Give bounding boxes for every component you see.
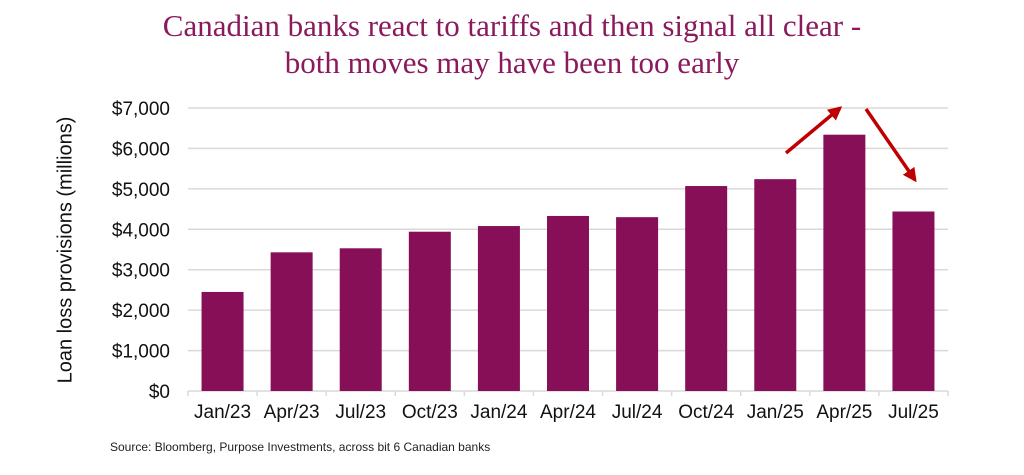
x-tick-label: Jan/23	[194, 402, 251, 423]
x-tick-label: Apr/24	[540, 402, 596, 423]
down-arrow-icon	[864, 108, 917, 183]
x-tick-label: Jul/24	[612, 402, 663, 423]
bar-Jan-25	[754, 179, 797, 391]
y-tick-label: $6,000	[112, 139, 170, 160]
y-tick-label: $5,000	[112, 180, 170, 201]
bar-Apr-23	[270, 252, 313, 391]
x-tick-label: Jul/25	[888, 402, 939, 423]
x-tick-label: Oct/23	[402, 402, 458, 423]
source-note: Source: Bloomberg, Purpose Investments, …	[110, 440, 491, 454]
bar-Oct-24	[685, 186, 728, 391]
y-tick-label: $2,000	[112, 301, 170, 322]
y-tick-label: $1,000	[112, 342, 170, 363]
x-tick-label: Jan/25	[747, 402, 804, 423]
y-tick-label: $7,000	[112, 99, 170, 120]
x-tick-label: Apr/23	[264, 402, 320, 423]
up-arrow-icon	[784, 106, 843, 155]
chart-title-line-1: Canadian banks react to tariffs and then…	[162, 8, 862, 43]
y-tick-label: $0	[149, 382, 170, 403]
x-tick-label: Jan/24	[470, 402, 527, 423]
y-tick-label: $4,000	[112, 220, 170, 241]
bar-Apr-25	[823, 134, 866, 391]
bar-Jan-23	[201, 291, 244, 391]
bar-Jul-23	[339, 248, 382, 391]
bar-Jan-24	[477, 226, 520, 391]
bar-Jul-24	[616, 217, 659, 391]
x-tick-label: Jul/23	[335, 402, 386, 423]
x-tick-label: Oct/24	[678, 402, 734, 423]
y-tick-label: $3,000	[112, 261, 170, 282]
bar-Oct-23	[408, 231, 451, 391]
bar-Jul-25	[892, 211, 935, 391]
bar-Apr-24	[547, 215, 589, 391]
chart-title-line-2: both moves may have been too early	[284, 45, 740, 80]
x-tick-label: Apr/25	[816, 402, 872, 423]
